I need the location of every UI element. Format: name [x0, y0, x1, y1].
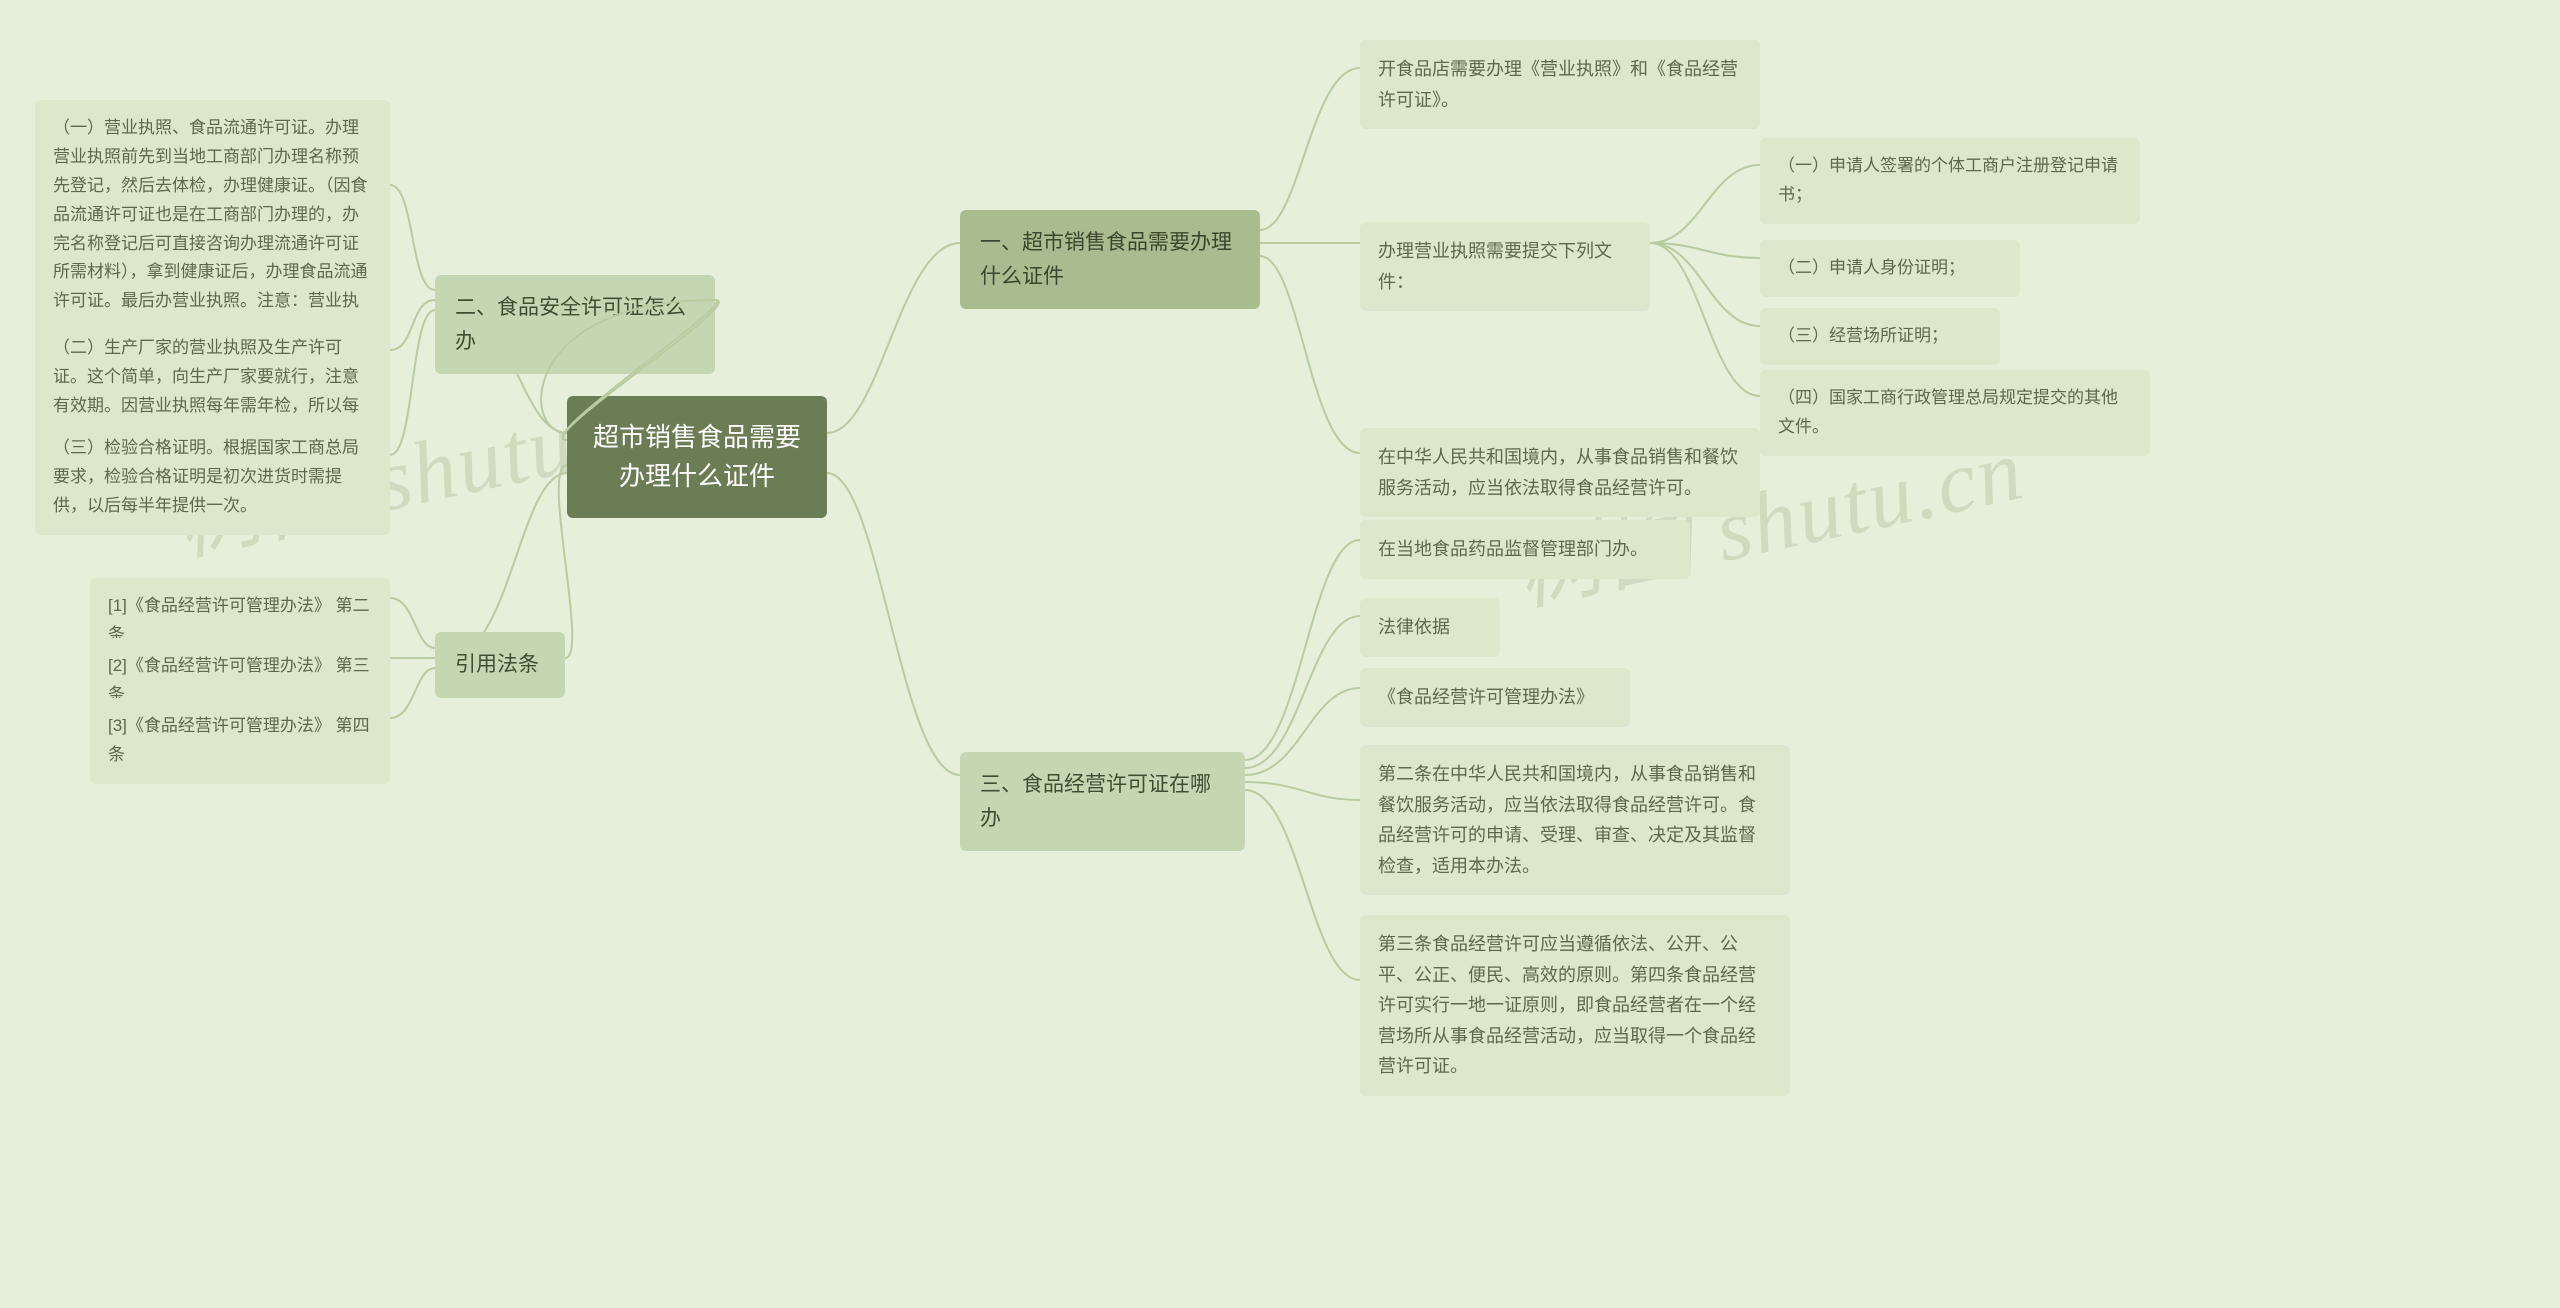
branch-section-3-label: 三、食品经营许可证在哪办	[980, 773, 1211, 830]
leaf-s1-c2-i2: （二）申请人身份证明；	[1760, 240, 2020, 297]
branch-ref: 引用法条	[435, 632, 565, 698]
branch-section-2: 二、食品安全许可证怎么办	[435, 275, 715, 374]
leaf-s1-c2: 办理营业执照需要提交下列文件：	[1360, 222, 1650, 311]
branch-section-1: 一、超市销售食品需要办理什么证件	[960, 210, 1260, 309]
leaf-s3-i1: 在当地食品药品监督管理部门办。	[1360, 520, 1690, 579]
leaf-s1-c2-i1: （一）申请人签署的个体工商户注册登记申请书；	[1760, 138, 2140, 224]
leaf-s3-i4: 第二条在中华人民共和国境内，从事食品销售和餐饮服务活动，应当依法取得食品经营许可…	[1360, 745, 1790, 895]
leaf-s3-i3: 《食品经营许可管理办法》	[1360, 668, 1630, 727]
branch-ref-label: 引用法条	[455, 653, 539, 676]
branch-section-1-label: 一、超市销售食品需要办理什么证件	[980, 231, 1232, 288]
leaf-ref-i3: [3]《食品经营许可管理办法》 第四条	[90, 698, 390, 784]
branch-section-3: 三、食品经营许可证在哪办	[960, 752, 1245, 851]
leaf-s1-c1: 开食品店需要办理《营业执照》和《食品经营许可证》。	[1360, 40, 1760, 129]
branch-section-2-label: 二、食品安全许可证怎么办	[455, 296, 686, 353]
root-node: 超市销售食品需要办理什么证件	[567, 396, 827, 518]
leaf-s3-i2: 法律依据	[1360, 598, 1500, 657]
leaf-s1-c2-i4: （四）国家工商行政管理总局规定提交的其他文件。	[1760, 370, 2150, 456]
leaf-s3-i5: 第三条食品经营许可应当遵循依法、公开、公平、公正、便民、高效的原则。第四条食品经…	[1360, 915, 1790, 1096]
leaf-s1-c3: 在中华人民共和国境内，从事食品销售和餐饮服务活动，应当依法取得食品经营许可。	[1360, 428, 1760, 517]
leaf-s2-i3: （三）检验合格证明。根据国家工商总局要求，检验合格证明是初次进货时需提供，以后每…	[35, 420, 390, 535]
leaf-s1-c2-i3: （三）经营场所证明；	[1760, 308, 2000, 365]
